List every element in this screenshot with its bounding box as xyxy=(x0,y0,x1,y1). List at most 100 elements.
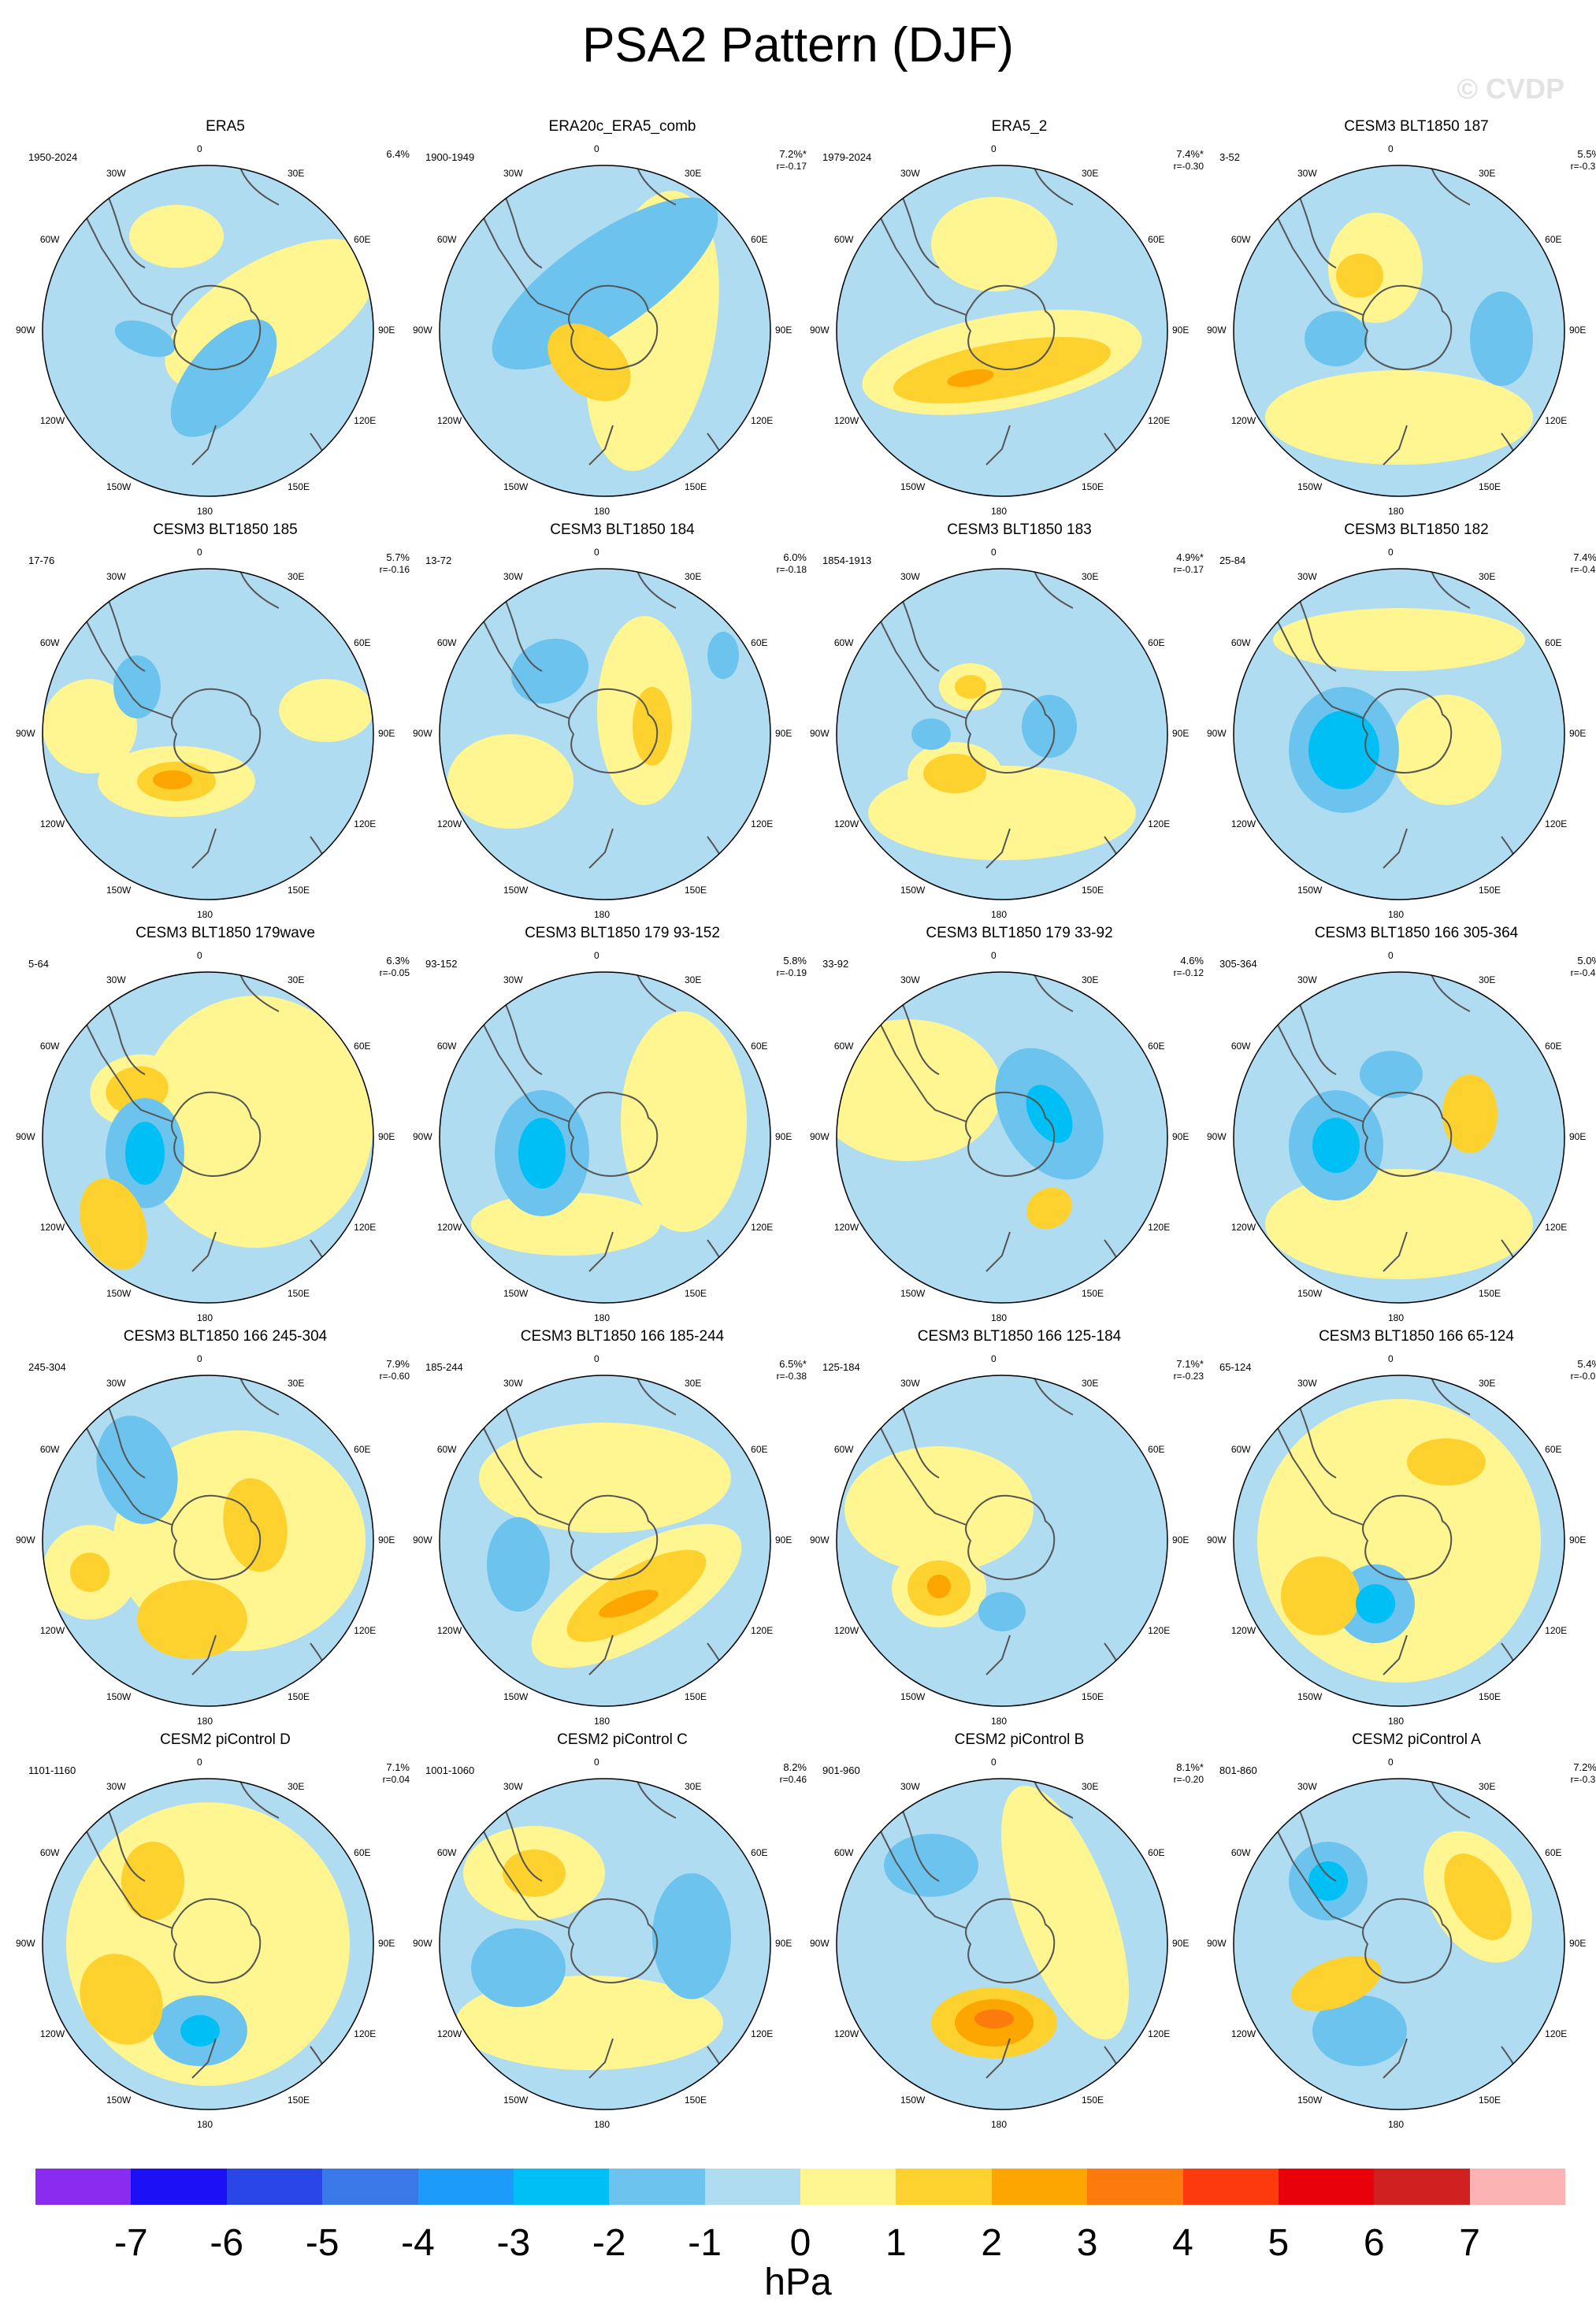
map-boundary xyxy=(42,1375,374,1707)
panel-title: CESM3 BLT1850 185 xyxy=(153,521,298,538)
africa-coastline xyxy=(636,1375,677,1416)
longitude-label: 60W xyxy=(39,1847,60,1858)
polar-map xyxy=(439,165,771,497)
map-boundary xyxy=(836,165,1168,497)
polar-map xyxy=(42,568,374,900)
longitude-label: 30E xyxy=(1479,167,1496,179)
africa-coastline xyxy=(1033,1375,1074,1416)
colorbar-swatch xyxy=(896,2169,992,2205)
longitude-label: 0 xyxy=(594,1353,599,1364)
longitude-label: 60E xyxy=(354,1444,371,1455)
longitude-label: 60W xyxy=(833,1847,854,1858)
africa-coastline xyxy=(636,165,677,206)
longitude-label: 90W xyxy=(413,1938,432,1949)
longitude-label: 90E xyxy=(1569,1938,1587,1949)
contour-blob xyxy=(911,718,951,750)
antarctica-coastline xyxy=(85,1022,262,1177)
longitude-label: 120W xyxy=(1230,2028,1256,2039)
contour-blob xyxy=(893,336,1112,404)
panel-title: CESM3 BLT1850 179wave xyxy=(135,925,315,941)
map-panel: CESM3 BLT1850 185 17-76 5.7% r=-0.16 0 30E 60E… xyxy=(16,521,422,925)
longitude-label: 90E xyxy=(775,325,792,336)
longitude-label: 0 xyxy=(594,143,599,154)
map-boundary xyxy=(42,1778,374,2110)
longitude-label: 180 xyxy=(594,1716,611,1727)
contour-blob xyxy=(70,1553,109,1592)
longitude-label: 90E xyxy=(1172,1534,1190,1545)
longitude-label: 30W xyxy=(106,570,126,582)
longitude-label: 150W xyxy=(503,885,529,896)
longitude-label: 120W xyxy=(1230,1625,1256,1636)
longitude-label: 180 xyxy=(1388,909,1405,920)
contour-blob xyxy=(652,1873,731,1999)
africa-coastline xyxy=(636,569,677,609)
longitude-label: 150W xyxy=(1297,2095,1323,2106)
panel-variance: 6.0% xyxy=(783,551,807,563)
polar-map xyxy=(439,568,771,900)
longitude-label: 90E xyxy=(1569,325,1587,336)
longitude-label: 120E xyxy=(354,2028,377,2039)
panel-variance: 5.7% xyxy=(386,551,410,563)
panel-years: 901-960 xyxy=(822,1764,860,1776)
longitude-label: 30W xyxy=(900,167,920,179)
colorbar-tick-label: -7 xyxy=(114,2222,148,2264)
colorbar-tick-label: -4 xyxy=(401,2222,435,2264)
longitude-label: 90W xyxy=(810,728,830,739)
contour-blob xyxy=(955,675,986,699)
polar-map xyxy=(1233,165,1565,497)
longitude-label: 60E xyxy=(1148,637,1165,648)
longitude-label: 150W xyxy=(1297,1288,1323,1300)
longitude-label: 30E xyxy=(685,570,702,582)
longitude-label: 90E xyxy=(775,728,792,739)
longitude-label: 0 xyxy=(197,547,202,558)
polar-map xyxy=(1233,568,1565,900)
longitude-label: 150W xyxy=(900,885,926,896)
panel-variance: 6.3% xyxy=(386,955,410,967)
longitude-label: 180 xyxy=(991,506,1008,517)
antarctica-coastline xyxy=(1276,1829,1453,1983)
longitude-label: 120W xyxy=(833,1625,859,1636)
africa-coastline xyxy=(1033,165,1074,206)
colorbar-swatch xyxy=(800,2169,896,2205)
longitude-label: 0 xyxy=(1388,1757,1394,1768)
panel-years: 13-72 xyxy=(425,555,452,566)
colorbar-tick-label: 2 xyxy=(981,2222,1003,2264)
panel-variance: 8.1%* xyxy=(1176,1761,1204,1773)
longitude-label: 30W xyxy=(503,1377,523,1389)
longitude-label: 30E xyxy=(288,1377,305,1389)
contour-blob xyxy=(884,1834,978,1897)
map-panel: CESM2 piControl D 1101-1160 7.1% r=0.04 0 30E… xyxy=(16,1731,422,2135)
longitude-label: 30E xyxy=(685,167,702,179)
map-boundary xyxy=(1233,971,1565,1304)
contour-blob xyxy=(153,770,192,789)
map-boundary xyxy=(836,971,1168,1304)
colorbar-swatch xyxy=(226,2169,323,2205)
longitude-label: 60E xyxy=(751,637,768,648)
longitude-label: 90E xyxy=(1569,728,1587,739)
panel-correlation: r=-0.35 xyxy=(1570,161,1596,172)
longitude-label: 120E xyxy=(1545,415,1568,426)
longitude-label: 150E xyxy=(288,481,310,493)
longitude-label: 90W xyxy=(16,1938,35,1949)
longitude-label: 60W xyxy=(833,637,854,648)
longitude-label: 90W xyxy=(16,1534,35,1545)
longitude-label: 90E xyxy=(1172,325,1190,336)
longitude-label: 0 xyxy=(594,1757,599,1768)
longitude-label: 30E xyxy=(685,974,702,985)
longitude-label: 120W xyxy=(1230,1222,1256,1233)
panel-years: 185-244 xyxy=(425,1361,463,1373)
antarctica-coastline xyxy=(879,1426,1056,1580)
longitude-label: 90E xyxy=(1569,1534,1587,1545)
panel-years: 125-184 xyxy=(822,1361,860,1373)
contour-blob xyxy=(707,632,739,679)
longitude-label: 0 xyxy=(197,1757,202,1768)
longitude-label: 30E xyxy=(1479,974,1496,985)
longitude-label: 180 xyxy=(991,909,1008,920)
panel-title: CESM2 piControl C xyxy=(557,1731,688,1748)
longitude-label: 120E xyxy=(751,1222,774,1233)
map-panel: CESM3 BLT1850 166 65-124 65-124 5.4%r=-0.0… xyxy=(1207,1328,1596,1731)
longitude-label: 0 xyxy=(594,547,599,558)
longitude-label: 60W xyxy=(39,637,60,648)
africa-coastline xyxy=(636,972,677,1012)
polar-map xyxy=(1233,1778,1565,2110)
